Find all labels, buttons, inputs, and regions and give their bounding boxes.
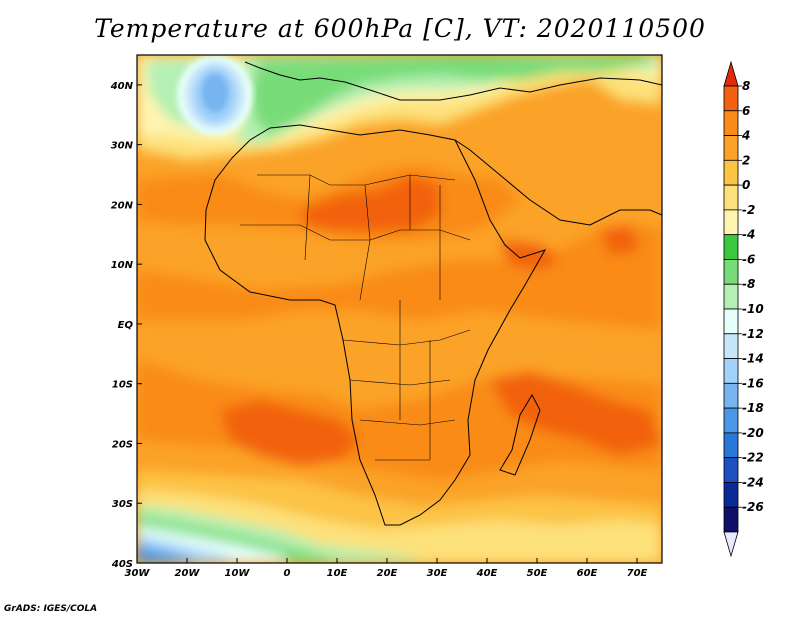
- lat-tick-label-4: EQ: [118, 320, 134, 331]
- colorbar-box-17: [723, 506, 739, 533]
- lat-tick-label-8: 40S: [111, 559, 133, 570]
- lon-tick-label-10: 70E: [627, 568, 648, 579]
- colorbar-box-1: [723, 110, 739, 136]
- colorbar-box-12: [723, 382, 739, 409]
- madagascar-coast: [499, 393, 541, 476]
- colorbar-label-16: -24: [742, 475, 764, 489]
- lon-tick-label-4: 10E: [327, 568, 348, 579]
- colorbar-label-0: 8: [742, 79, 750, 93]
- colorbar-label-4: 0: [742, 178, 750, 192]
- colorbar-bottom-triangle: [723, 531, 739, 558]
- country-borders: [240, 174, 471, 461]
- lon-tick-label-6: 30E: [427, 568, 448, 579]
- lat-tick-label-5: 10S: [112, 380, 133, 391]
- colorbar-top-triangle: [723, 60, 739, 87]
- lon-tick-label-7: 40E: [476, 568, 498, 579]
- colorbar-label-3: 2: [742, 153, 750, 167]
- lon-axis: 30W 20W 10W 0 10E 20E 30E 40E 50E 60E 70E: [125, 558, 648, 579]
- lat-tick-label-2: 20N: [111, 200, 134, 211]
- colorbar-box-5: [723, 209, 739, 236]
- lat-tick-label-1: 30N: [111, 141, 134, 152]
- colorbar-label-5: -2: [742, 203, 755, 217]
- colorbar-box-3: [723, 159, 739, 186]
- colorbar-label-17: -26: [742, 500, 764, 514]
- lat-tick-label-6: 20S: [112, 439, 133, 450]
- colorbar-label-12: -16: [742, 376, 764, 390]
- colorbar-label-2: 4: [741, 129, 750, 143]
- grads-credit: GrADS: IGES/COLA: [4, 604, 98, 614]
- colorbar-label-15: -22: [742, 451, 764, 465]
- lat-tick-label-7: 30S: [112, 499, 133, 510]
- europe-coast: [244, 61, 662, 101]
- colorbar: 8 6 4 2 0 -2 -4 -6 -8 -10 -12 -14 -16 -18 -20 -22 -24 -26: [723, 60, 764, 558]
- colorbar-box-4: [723, 184, 739, 211]
- lon-tick-label-1: 20W: [175, 568, 201, 579]
- colorbar-box-7: [723, 259, 739, 285]
- colorbar-label-11: -14: [742, 352, 764, 366]
- chart-title: Temperature at 600hPa [C], VT: 202011050…: [94, 14, 706, 43]
- africa-coast: [204, 124, 547, 526]
- lon-tick-label-9: 60E: [577, 568, 598, 579]
- colorbar-box-14: [723, 432, 739, 459]
- colorbar-box-15: [723, 457, 739, 483]
- colorbar-label-9: -10: [742, 302, 764, 316]
- colorbar-box-9: [723, 308, 739, 335]
- colorbar-box-0: [723, 85, 739, 112]
- coastlines: [204, 61, 662, 526]
- temperature-field: [137, 55, 662, 563]
- plot-frame: [136, 54, 663, 564]
- colorbar-label-13: -18: [742, 401, 764, 415]
- lon-tick-label-2: 10W: [225, 568, 251, 579]
- lat-axis: 40N 30N 20N 10N EQ 10S 20S 30S 40S: [110, 81, 142, 570]
- colorbar-label-7: -6: [742, 252, 755, 266]
- colorbar-box-8: [723, 283, 739, 310]
- lon-tick-label-8: 50E: [527, 568, 548, 579]
- colorbar-label-14: -20: [742, 426, 764, 440]
- lat-tick-label-0: 40N: [110, 81, 134, 92]
- colorbar-label-1: 6: [742, 104, 750, 118]
- lon-tick-label-3: 0: [284, 568, 291, 579]
- colorbar-box-2: [723, 135, 739, 161]
- colorbar-label-6: -4: [742, 228, 755, 242]
- colorbar-label-8: -8: [742, 277, 755, 291]
- colorbar-box-13: [723, 407, 739, 434]
- colorbar-label-10: -12: [742, 327, 764, 341]
- lon-tick-label-5: 20E: [377, 568, 398, 579]
- colorbar-box-6: [723, 234, 739, 260]
- colorbar-box-10: [723, 333, 739, 359]
- colorbar-box-11: [723, 358, 739, 384]
- lat-tick-label-3: 10N: [111, 260, 134, 271]
- colorbar-box-16: [723, 482, 739, 508]
- arabia-coast: [454, 139, 662, 226]
- lon-tick-label-0: 30W: [125, 568, 151, 579]
